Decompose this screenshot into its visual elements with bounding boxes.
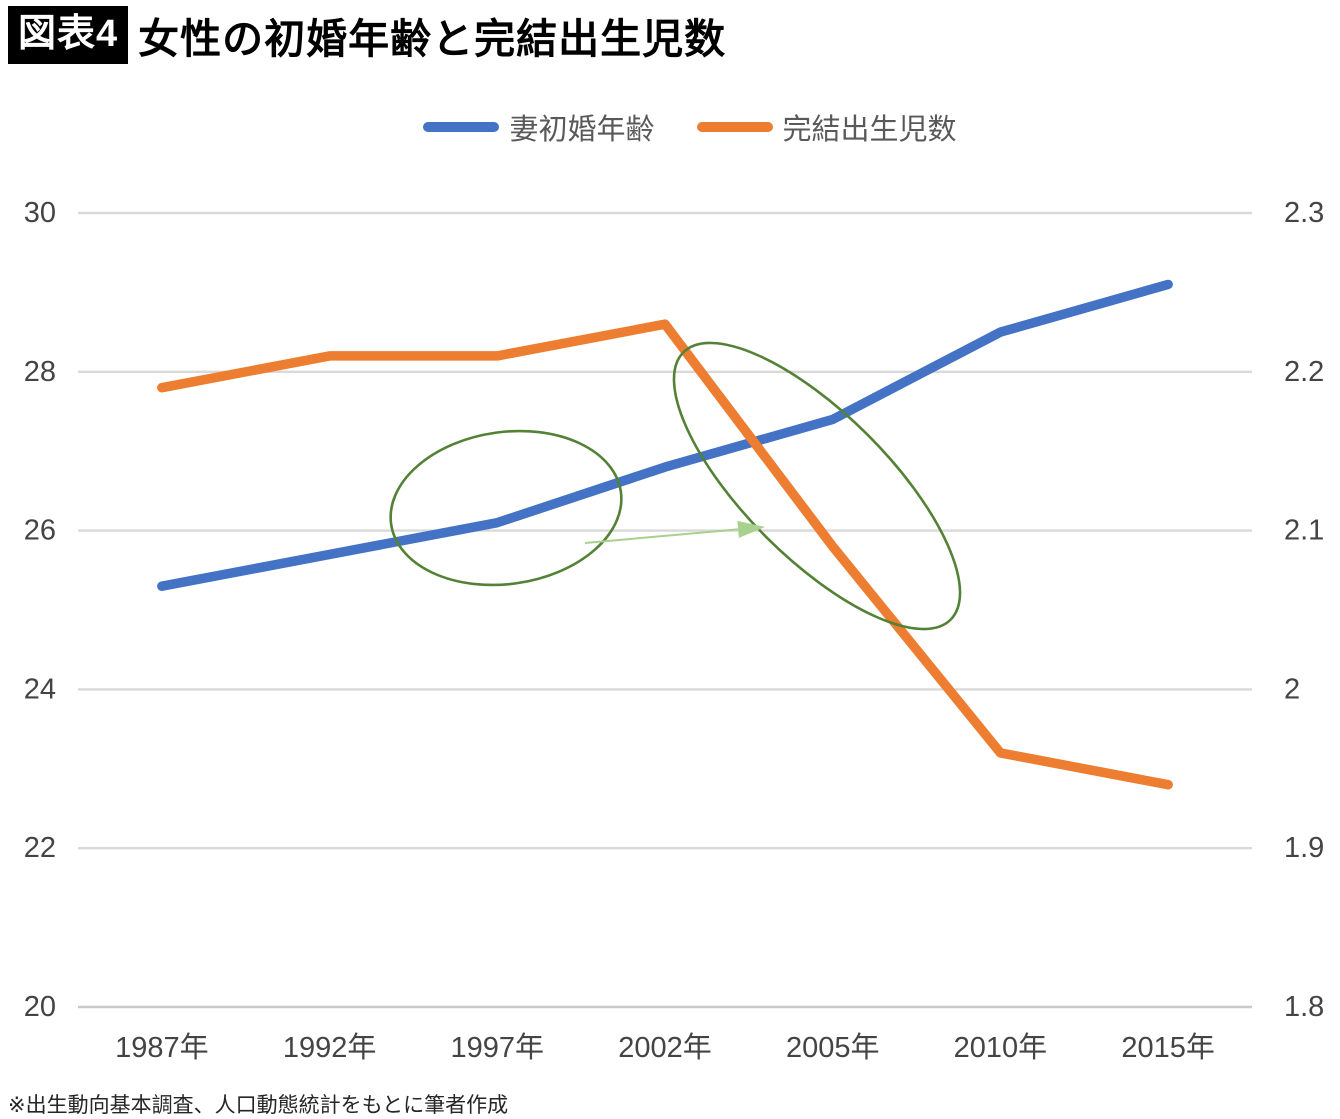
annotation-arrowhead-icon bbox=[737, 520, 765, 538]
legend-item-completed-fertility: 完結出生児数 bbox=[696, 106, 957, 148]
x-axis-tick-label: 1992年 bbox=[283, 1031, 377, 1064]
legend: 妻初婚年齢 完結出生児数 bbox=[0, 103, 1340, 151]
y-axis-right-tick-label: 2.2 bbox=[1284, 356, 1324, 388]
annotation-arrow-shaft bbox=[584, 528, 739, 544]
y-axis-left-tick-label: 26 bbox=[24, 515, 56, 547]
series-line-completed-fertility bbox=[157, 319, 1173, 790]
y-axis-left-tick-label: 30 bbox=[24, 197, 56, 229]
x-axis-tick-label: 2015年 bbox=[1121, 1031, 1215, 1064]
figure-badge: 図表4 bbox=[8, 6, 129, 64]
chart-title: 女性の初婚年齢と完結出生児数 bbox=[138, 16, 727, 62]
legend-label: 完結出生児数 bbox=[782, 114, 957, 146]
annotation-ellipse bbox=[389, 429, 623, 587]
legend-line-swatch-orange-icon bbox=[696, 122, 773, 132]
x-axis-tick-label: 1987年 bbox=[115, 1031, 209, 1064]
legend-item-wife-first-marriage-age: 妻初婚年齢 bbox=[423, 106, 655, 148]
y-axis-right-tick-label: 1.8 bbox=[1284, 991, 1324, 1023]
series-line-wife-first-marriage-age bbox=[157, 279, 1173, 591]
y-axis-right-tick-label: 2.3 bbox=[1284, 197, 1324, 229]
chart-header: 図表4 女性の初婚年齢と完結出生児数 bbox=[8, 5, 726, 65]
y-axis-left-tick-label: 20 bbox=[24, 991, 56, 1023]
legend-label: 妻初婚年齢 bbox=[509, 114, 655, 146]
y-axis-right-tick-label: 2.1 bbox=[1284, 515, 1324, 547]
x-axis-tick-label: 1997年 bbox=[451, 1031, 545, 1064]
x-axis-tick-label: 2002年 bbox=[618, 1031, 712, 1064]
annotation-ellipse bbox=[672, 341, 962, 631]
x-axis-tick-label: 2005年 bbox=[786, 1031, 880, 1064]
y-axis-left-tick-label: 24 bbox=[24, 673, 56, 705]
y-axis-right-tick-label: 2 bbox=[1284, 673, 1300, 705]
source-note: ※出生動向基本調査、人口動態統計をもとに筆者作成 bbox=[8, 1094, 509, 1117]
y-axis-left-tick-label: 22 bbox=[24, 832, 56, 864]
x-axis-tick-label: 2010年 bbox=[954, 1031, 1048, 1064]
y-axis-right-tick-label: 1.9 bbox=[1284, 832, 1324, 864]
legend-line-swatch-blue-icon bbox=[423, 122, 500, 132]
y-axis-left-tick-label: 28 bbox=[24, 356, 56, 388]
